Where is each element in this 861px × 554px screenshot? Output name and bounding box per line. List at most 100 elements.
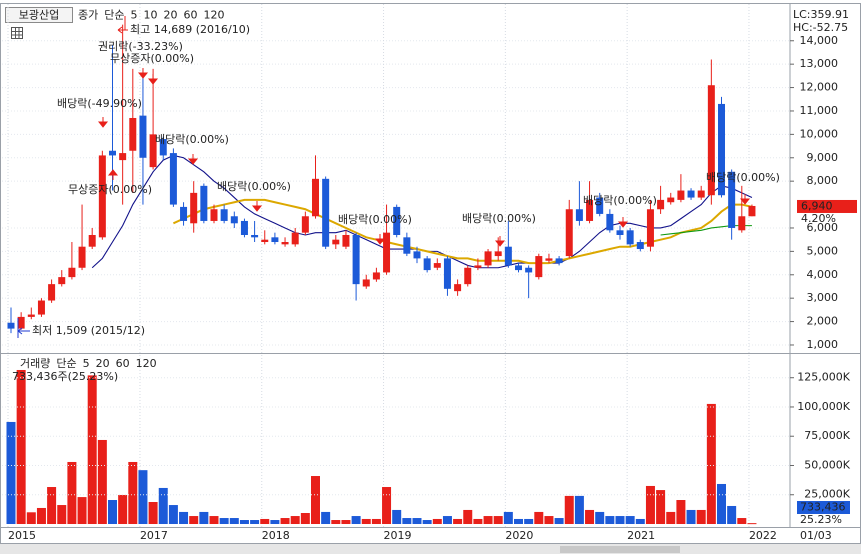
volume-bar [514,518,523,524]
volume-bar [6,421,16,524]
candle-body [454,284,462,292]
candle-body [484,251,492,266]
legend-entry: 120 [204,9,225,22]
annotation: 배당락(0.00%) [338,213,412,226]
candle-body [606,213,614,231]
candle-body [352,234,360,285]
volume-bar [392,509,402,524]
volume-bar [36,507,46,524]
event-arrow [147,74,159,85]
stock-name-box [5,7,73,23]
x-tick-label: 2015 [8,529,36,542]
candle-body [504,246,512,266]
annotation: 무상증자(0.00%) [68,183,152,196]
volume-value-box [797,501,850,514]
y-tick-label: 4,000 [807,268,839,281]
volume-bar [148,501,158,524]
scrollbar[interactable] [0,544,861,554]
volume-bar [605,516,615,524]
change-label: 4.20% [801,212,836,225]
volume-bar [300,512,310,524]
volume-bar [138,470,148,524]
candle-body [616,230,624,235]
lc-label: LC:359.91 [793,8,849,21]
y-tick-label: 11,000 [800,104,839,117]
annotation: 최저 1,509 (2015/12) [32,324,145,337]
volume-bar [331,520,341,524]
volume-bar [382,487,392,524]
volume-bar [26,512,36,524]
y-tick-label: 8,000 [807,174,839,187]
volume-bar [524,518,534,524]
volume-bar [737,518,747,524]
volume-bar [239,520,249,524]
candle-body [291,232,299,245]
volume-bar [168,505,178,524]
annotation: 배당락(0.00%) [217,180,291,193]
y-tick-label: 14,000 [800,34,839,47]
volume-bar [371,518,381,524]
candle-body [697,190,705,198]
candle-body [230,216,238,224]
candle-body [119,153,127,161]
candle-body [525,267,533,273]
candle-body [586,199,594,221]
y-tick-label: 9,000 [807,151,839,164]
volume-bar [747,523,757,525]
y-tick-label: 2,000 [807,315,839,328]
candle-body [494,251,502,257]
x-tick-label: 2021 [627,529,655,542]
volume-bar [189,516,199,524]
annotation: 배당락(0.00%) [462,212,536,225]
volume-bar [615,516,625,524]
candle-body [728,171,736,228]
y-tick-label: 25,000K [804,488,850,501]
volume-bar [290,516,300,524]
event-arrow [494,236,506,247]
candle-body [667,197,675,203]
volume-title: 거래량 [20,357,50,370]
volume-bar [118,494,128,524]
candle-body [738,216,746,231]
table-icon-grid [12,28,22,38]
volume-bar [574,495,584,524]
candle-body [240,220,248,235]
scroll-thumb[interactable] [560,546,680,553]
candle-body [210,209,218,221]
ma-line [172,198,753,265]
candle-body [413,251,421,259]
annotation: 최고 14,689 (2016/10) [130,23,250,36]
candle-body [718,103,725,196]
candle-body [17,316,25,329]
legend-entry: 60 [116,357,130,370]
candle-body [88,234,96,247]
stock-name: 보광산업 [19,9,59,22]
candle-body [535,256,543,278]
event-arrow [251,201,263,212]
volume-value-label: 733,436 [800,501,846,514]
volume-bar [179,511,189,524]
volume-bar [534,511,544,524]
volume-bar [493,516,503,524]
legend-entry: 5 [131,9,138,22]
volume-bar [696,509,706,524]
event-arrow [107,169,119,180]
volume-bar [128,461,138,524]
volume-bar [412,518,422,524]
annotation: 배당락(0.00%) [706,171,780,184]
volume-bar [209,516,219,524]
volume-bar [706,403,716,524]
table-icon[interactable] [11,27,23,39]
candle-body [657,199,665,210]
volume-bar [727,505,737,524]
ma-method: 단순 [104,9,124,22]
legend-entry: 20 [96,357,110,370]
candle-body [139,115,147,158]
volume-bar [351,516,361,524]
volume-bar [67,461,77,524]
x-tick-label: 2018 [262,529,290,542]
volume-bar [260,518,270,524]
event-arrow [137,68,149,79]
volume-bar [463,509,473,524]
